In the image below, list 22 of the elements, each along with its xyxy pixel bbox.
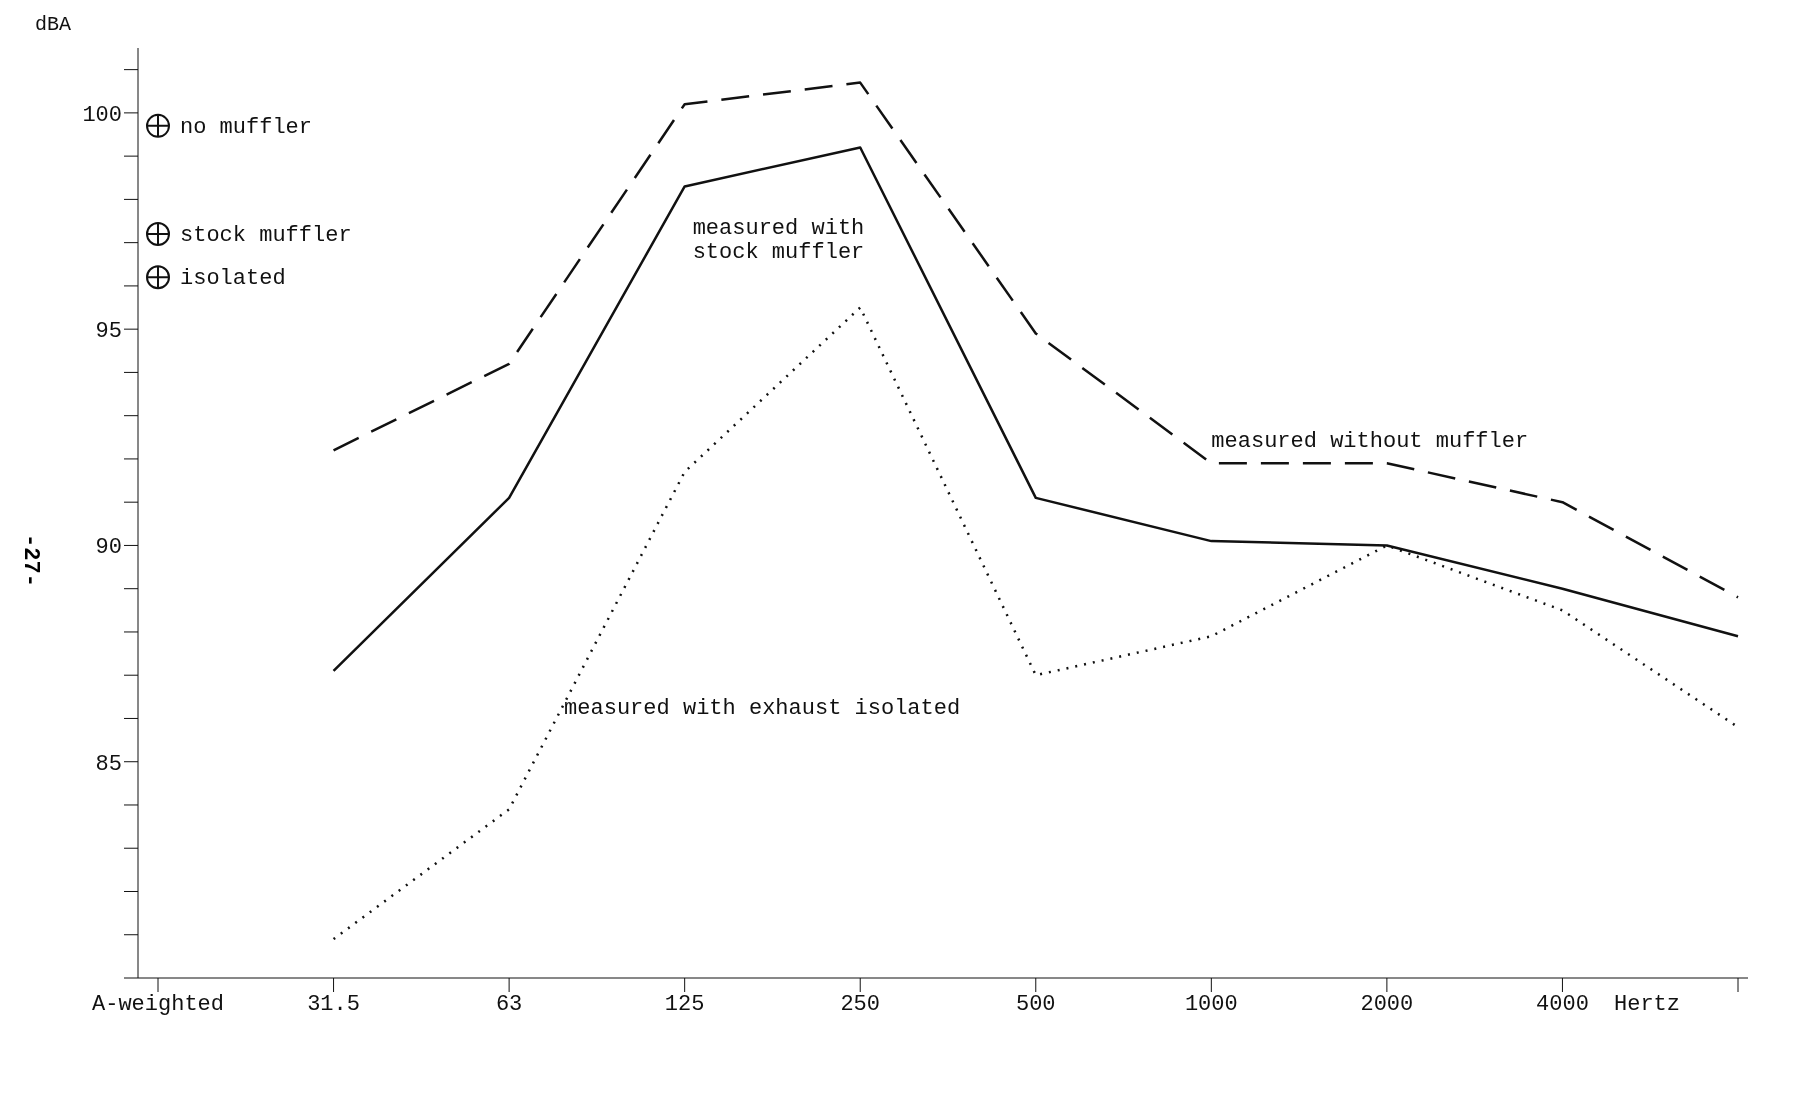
legend-label: isolated — [180, 266, 286, 292]
legend-label: no muffler — [180, 114, 313, 140]
x-tick-label: 125 — [664, 991, 705, 1017]
x-tick-label: 1000 — [1184, 991, 1238, 1017]
y-tick-label: 90 — [95, 535, 122, 561]
x-tick-label: 2000 — [1360, 991, 1414, 1017]
x-tick-label: 250 — [840, 991, 881, 1017]
y-tick-label: 95 — [95, 318, 122, 344]
legend-label: stock muffler — [180, 223, 352, 248]
x-axis-title: Hertz — [1613, 992, 1680, 1017]
x-tick-label: 63 — [495, 991, 523, 1017]
series-label: measured with stock muffler — [692, 216, 865, 266]
y-tick-label: 100 — [82, 102, 122, 128]
x-tick-label: 31.5 — [307, 991, 360, 1017]
series-label: measured without muffler — [1211, 429, 1529, 455]
text: -27- — [17, 534, 43, 587]
y-tick-label: 85 — [95, 751, 122, 777]
series-label: measured with exhaust isolated — [564, 696, 961, 722]
x-tick-label: 4000 — [1536, 991, 1589, 1017]
x-tick-label: A-weighted — [91, 991, 225, 1017]
x-tick-label: 500 — [1015, 991, 1056, 1017]
y-axis-title: dBA — [34, 13, 72, 36]
